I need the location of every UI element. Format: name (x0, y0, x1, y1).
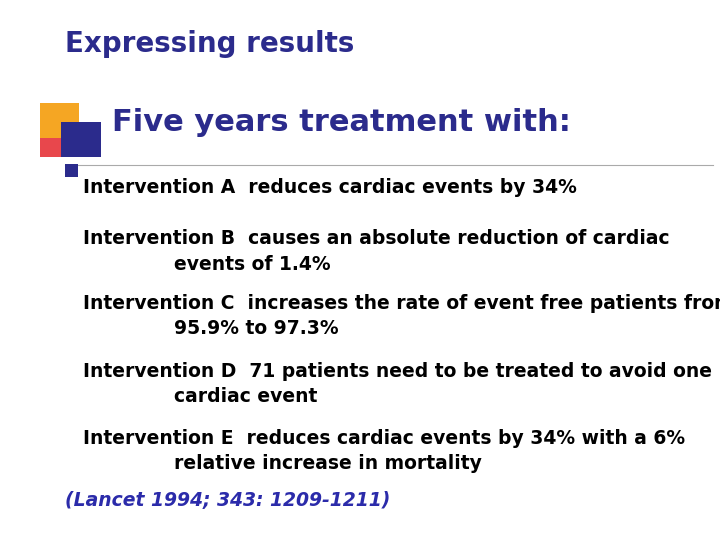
Bar (40, 103, 79, 138)
Text: (Lancet 1994; 343: 1209-1211): (Lancet 1994; 343: 1209-1211) (65, 491, 390, 510)
Bar (61, 122, 101, 157)
Bar (40, 138, 61, 157)
Bar (65, 164, 78, 177)
Text: Intervention C  increases the rate of event free patients from
              95.: Intervention C increases the rate of eve… (83, 294, 720, 338)
Text: Expressing results: Expressing results (65, 30, 354, 58)
Text: Intervention A  reduces cardiac events by 34%: Intervention A reduces cardiac events by… (83, 178, 577, 197)
Text: Five years treatment with:: Five years treatment with: (112, 108, 570, 137)
Text: Intervention B  causes an absolute reduction of cardiac
              events of : Intervention B causes an absolute reduct… (83, 230, 670, 273)
Text: Intervention E  reduces cardiac events by 34% with a 6%
              relative i: Intervention E reduces cardiac events by… (83, 429, 685, 473)
Text: Intervention D  71 patients need to be treated to avoid one
              cardia: Intervention D 71 patients need to be tr… (83, 362, 712, 406)
